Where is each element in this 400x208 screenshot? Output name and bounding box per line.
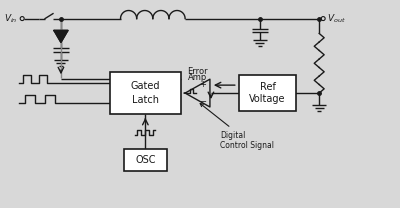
- Text: +: +: [200, 80, 206, 89]
- Text: Voltage: Voltage: [249, 94, 286, 104]
- Text: Latch: Latch: [132, 95, 159, 105]
- Text: $V_{out}$: $V_{out}$: [327, 12, 346, 25]
- Text: Error: Error: [187, 67, 208, 76]
- Text: Amp: Amp: [188, 73, 207, 82]
- Polygon shape: [185, 79, 210, 107]
- Bar: [124, 149, 167, 171]
- Text: −: −: [200, 98, 206, 106]
- Text: $V_{in}$: $V_{in}$: [4, 12, 18, 25]
- Polygon shape: [54, 31, 68, 42]
- Text: Ref: Ref: [260, 82, 276, 92]
- Bar: [110, 72, 181, 114]
- Text: OSC: OSC: [135, 155, 156, 165]
- Text: Gated: Gated: [131, 81, 160, 91]
- Text: Digital
Control Signal: Digital Control Signal: [200, 104, 274, 150]
- Bar: [239, 75, 296, 111]
